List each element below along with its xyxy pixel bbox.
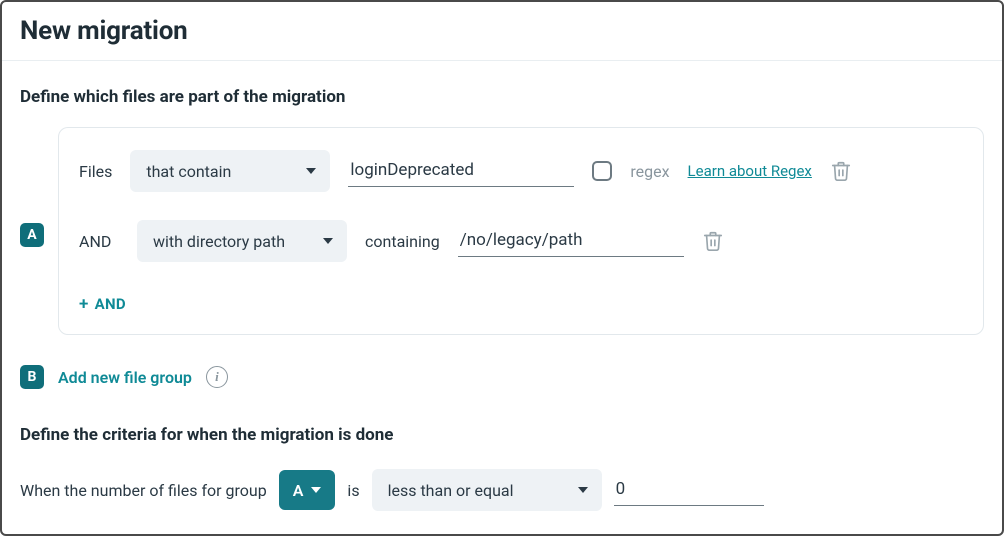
criteria-prefix: When the number of files for group [20,481,267,500]
file-group-card: Files that contain regex Learn about Reg… [58,127,984,335]
add-group-row: B Add new file group i [20,365,984,389]
trash-icon [702,230,724,252]
chevron-down-icon [311,487,321,493]
and-button-label: AND [95,295,126,313]
rule-row: AND with directory path containing [79,220,963,262]
delete-rule-button[interactable] [702,230,724,252]
rule-row: Files that contain regex Learn about Reg… [79,150,963,192]
add-and-condition-button[interactable]: + AND [79,294,963,314]
divider [2,60,1002,61]
select-value: with directory path [153,232,285,251]
define-criteria-heading: Define the criteria for when the migrati… [20,425,984,445]
page-title: New migration [20,16,984,46]
regex-label: regex [630,162,669,181]
path-input[interactable] [458,226,684,257]
select-value: A [293,481,304,500]
delete-rule-button[interactable] [830,160,852,182]
comparator-select[interactable]: less than or equal [372,469,602,511]
add-file-group-button[interactable]: Add new file group [58,368,192,387]
is-label: is [347,481,359,500]
plus-icon: + [79,294,89,314]
threshold-input[interactable] [614,475,764,506]
learn-regex-link[interactable]: Learn about Regex [688,162,812,180]
group-badge-a: A [20,223,44,247]
contain-operator-select[interactable]: that contain [130,150,330,192]
criteria-row: When the number of files for group A is … [20,469,984,511]
containing-label: containing [365,232,440,251]
files-label: Files [79,162,112,181]
path-operator-select[interactable]: with directory path [137,220,347,262]
pattern-input[interactable] [348,156,574,187]
info-icon[interactable]: i [206,366,228,388]
trash-icon [830,160,852,182]
group-badge-b: B [20,365,44,389]
chevron-down-icon [306,168,316,174]
chevron-down-icon [578,487,588,493]
migration-form-panel: New migration Define which files are par… [0,0,1004,536]
regex-checkbox[interactable] [592,161,612,181]
and-label: AND [79,232,119,251]
select-value: less than or equal [388,481,514,500]
select-value: that contain [146,162,231,181]
chevron-down-icon [323,238,333,244]
define-files-heading: Define which files are part of the migra… [20,87,984,107]
group-select[interactable]: A [279,470,336,510]
